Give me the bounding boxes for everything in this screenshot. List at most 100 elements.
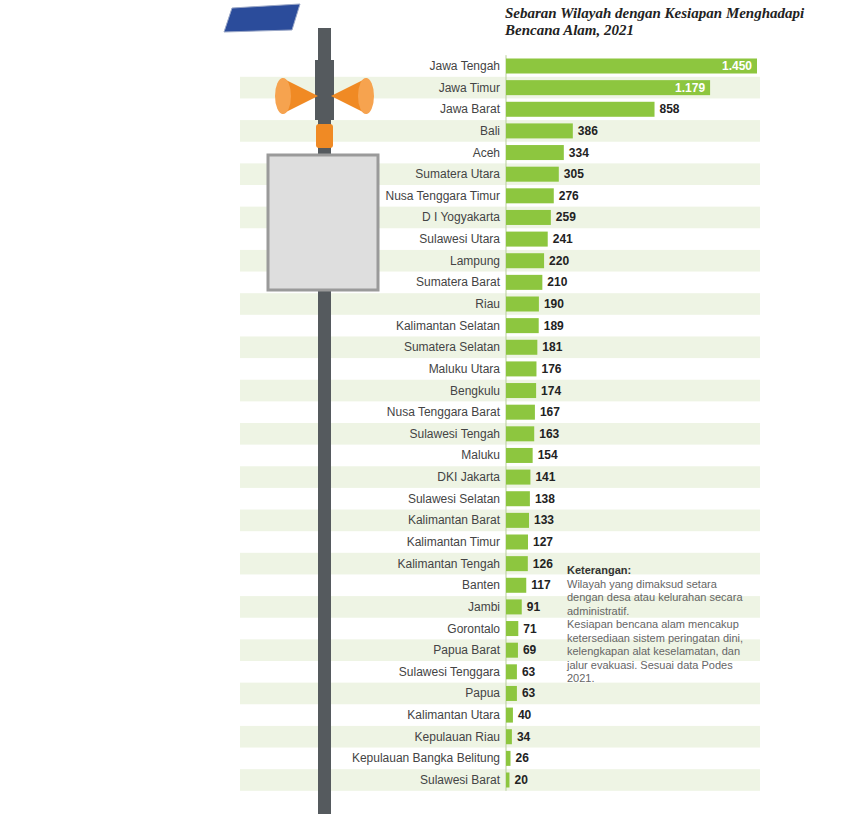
category-label: Sumatera Utara [415,167,500,181]
bar [506,318,539,333]
category-label: Kalimantan Tengah [397,557,500,571]
bar [506,297,539,312]
annotation: Wilayah yang dimaksud setaradengan desa … [567,578,743,617]
siren-illustration [224,4,378,814]
annotation-line: Wilayah yang dimaksud setara [567,578,718,590]
category-label: Sumatera Barat [416,275,501,289]
data-label: 26 [516,751,530,765]
chart-title: Sebaran Wilayah dengan Kesiapan Menghada… [504,5,805,38]
annotation: Kesiapan bencana alam mencakup ketersedia… [566,618,743,684]
bar [506,621,518,636]
category-label: Jawa Timur [439,81,500,95]
data-label: 141 [535,470,555,484]
data-label: 34 [517,730,531,744]
bar [506,145,564,160]
data-label: 220 [549,254,569,268]
annotation-line: administratif. [567,605,629,617]
category-label: Kalimantan Barat [408,513,501,527]
bar [506,751,511,766]
speaker-left-rim [275,78,291,114]
bar [506,167,559,182]
bar [506,686,517,701]
data-label: 305 [564,167,584,181]
data-label: 154 [538,448,558,462]
category-label: Jambi [468,600,500,614]
category-label: Sumatera Selatan [404,340,500,354]
bar [506,210,551,225]
bar [506,188,554,203]
data-label: 138 [535,492,555,506]
data-label: 276 [559,189,579,203]
solar-panel [224,4,300,32]
category-labels: Jawa TengahJawa TimurJawa BaratBaliAcehS… [352,59,501,787]
data-label: 63 [522,665,536,679]
annotation: Keterangan: [567,564,631,576]
annotation-line: Kesiapan bencana alam mencakup [567,618,739,630]
category-label: D I Yogyakarta [422,210,500,224]
chart-title-line: Bencana Alam, 2021 [504,22,634,38]
bar [506,729,512,744]
category-label: Sulawesi Utara [419,232,500,246]
data-label: 126 [533,557,553,571]
category-label: Papua [465,686,500,700]
data-label: 174 [541,384,561,398]
bar [506,708,513,723]
axis-line [506,55,507,791]
bar [506,426,534,441]
bar [506,491,530,506]
category-label: DKI Jakarta [437,470,500,484]
bar [506,361,536,376]
data-label: 241 [553,232,573,246]
data-label: 181 [542,340,562,354]
data-label: 176 [541,362,561,376]
bar [506,232,548,247]
bar [506,599,522,614]
data-label: 117 [531,578,551,592]
bar [506,513,529,528]
data-label: 71 [523,622,537,636]
data-label: 167 [540,405,560,419]
category-label: Sulawesi Tenggara [399,665,501,679]
data-label: 1.179 [675,81,705,95]
bar [506,340,537,355]
annotation-line: Keterangan: [567,564,631,576]
category-label: Bali [480,124,500,138]
bar [506,383,536,398]
category-label: Nusa Tenggara Barat [387,405,501,419]
data-label: 69 [523,643,537,657]
data-label: 1.450 [722,59,752,73]
bar [506,556,528,571]
category-label: Nusa Tenggara Timur [385,189,500,203]
bar [506,405,535,420]
annotation-line: kelengkapan alat keselamatan, dan [567,645,740,657]
bar [506,275,542,290]
data-label: 210 [547,275,567,289]
bar [506,535,528,550]
category-label: Lampung [450,254,500,268]
data-label: 133 [534,513,554,527]
bar [506,123,573,138]
chart-title-line: Sebaran Wilayah dengan Kesiapan Menghada… [505,5,805,21]
data-label: 40 [518,708,532,722]
beacon [316,124,333,148]
data-labels: 1.4501.179858386334305276259241220210190… [514,59,752,787]
data-label: 190 [544,297,564,311]
data-label: 858 [660,102,680,116]
category-label: Jawa Tengah [430,59,501,73]
category-label: Sulawesi Barat [420,773,501,787]
bar [506,59,757,74]
bar [506,80,710,95]
category-label: Riau [475,297,500,311]
category-label: Kalimantan Utara [407,708,500,722]
category-label: Gorontalo [447,622,500,636]
bar [506,253,544,268]
chart-svg: Jawa TengahJawa TimurJawa BaratBaliAcehS… [0,0,841,814]
speaker-right-rim [358,78,374,114]
bars [506,59,757,788]
control-box [268,155,378,290]
bar [506,448,533,463]
category-label: Maluku [461,448,500,462]
chart-wrap: Jawa TengahJawa TimurJawa BaratBaliAcehS… [0,0,841,814]
annotation-line: ketersediaan sistem peringatan dini, [567,632,743,644]
category-label: Bengkulu [450,384,500,398]
